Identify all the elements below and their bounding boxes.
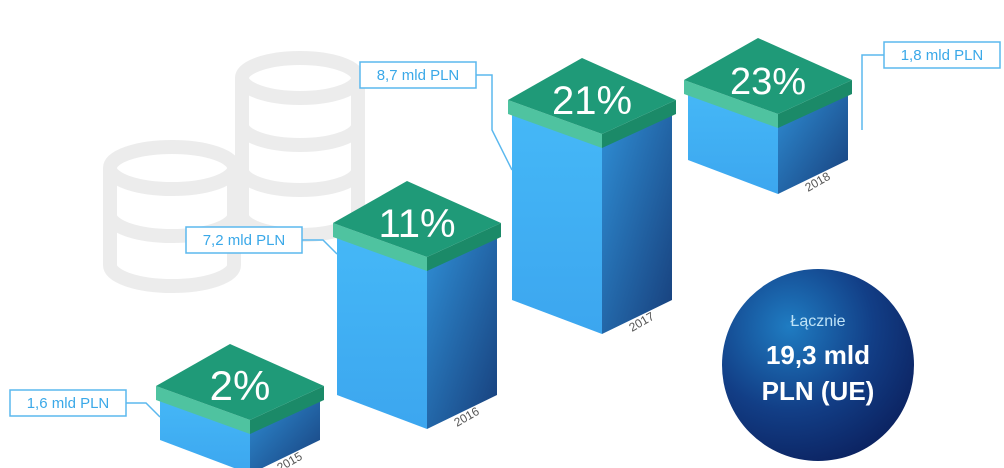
bar-value-label: 23% [730,61,806,103]
bar-value-label: 11% [378,202,455,246]
amount-label: 7,2 mld PLN [203,232,286,249]
amount-callout: 1,6 mld PLN [9,389,161,418]
lid-side [427,223,501,271]
bar-2016: 11%2016 [333,181,501,430]
bar-front-face [337,233,427,429]
bar-side-face [250,396,320,468]
lid-front [333,223,427,271]
lid-side [778,80,852,128]
amount-callouts: 1,6 mld PLN 7,2 mld PLN 8,7 mld PLN 1,8 mld… [9,41,1001,418]
lid-top [156,344,324,420]
lid-side [250,386,324,434]
total-value-line2: PLN (UE) [762,376,875,406]
bar-2018: 23%2018 [684,38,852,195]
amount-callout: 1,8 mld PLN [861,41,1001,130]
amount-label: 1,6 mld PLN [27,395,110,412]
amount-label: 1,8 mld PLN [901,47,984,64]
amount-callout: 7,2 mld PLN [185,226,338,255]
bar-value-label: 2% [210,362,271,409]
bar-front-face [512,110,602,334]
bar-2015: 2%2015 [156,344,324,468]
lid-front [508,100,602,148]
amount-label: 8,7 mld PLN [377,67,460,84]
total-label: Łącznie [790,313,845,330]
lid-top [333,181,501,257]
lid-front [684,80,778,128]
lid-top [508,58,676,134]
amount-callout: 8,7 mld PLN [359,61,513,171]
lid-side [602,100,676,148]
total-circle: Łącznie 19,3 mld PLN (UE) [722,269,914,461]
bar-value-label: 21% [552,79,632,123]
lid-top [684,38,852,114]
bar-side-face [427,233,497,429]
bar-front-face [160,396,250,468]
lid-front [156,386,250,434]
bar-2017: 21%2017 [508,58,676,335]
total-value-line1: 19,3 mld [766,340,870,370]
bar-side-face [602,110,672,334]
